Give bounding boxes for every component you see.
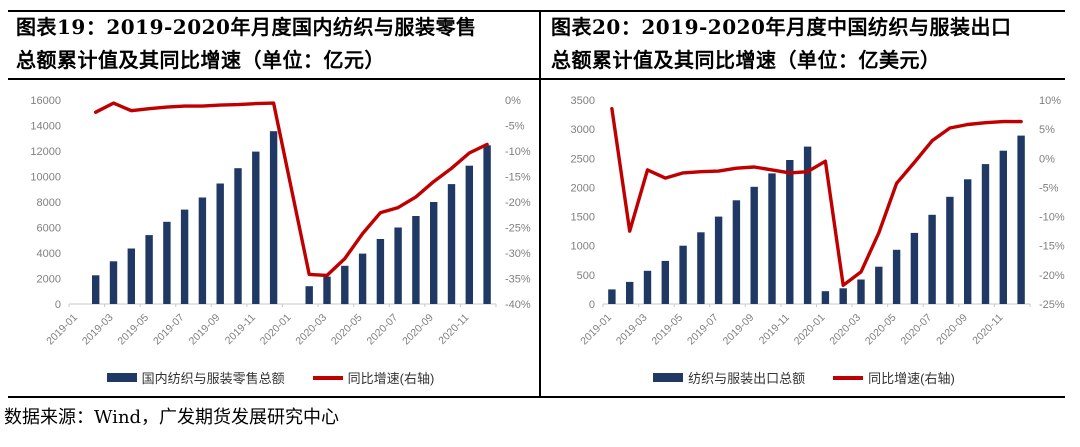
- svg-text:4000: 4000: [37, 248, 61, 260]
- svg-text:10000: 10000: [30, 172, 61, 184]
- svg-text:2019-03: 2019-03: [614, 312, 650, 348]
- svg-text:1500: 1500: [571, 212, 595, 224]
- svg-text:2019-09: 2019-09: [187, 312, 223, 348]
- legend-label: 国内纺织与服装零售总额: [141, 371, 285, 386]
- svg-text:-20%: -20%: [505, 197, 531, 209]
- svg-text:0%: 0%: [1039, 153, 1055, 165]
- svg-text:10%: 10%: [1039, 95, 1061, 107]
- svg-text:2020-07: 2020-07: [899, 312, 935, 348]
- data-source-note: 数据来源：Wind，广发期货发展研究中心: [4, 407, 340, 428]
- svg-text:-20%: -20%: [1039, 270, 1065, 282]
- svg-text:2020-05: 2020-05: [863, 312, 899, 348]
- svg-text:2020-03: 2020-03: [827, 312, 863, 348]
- bottom-rule: [8, 396, 1065, 398]
- svg-text:-15%: -15%: [1039, 241, 1065, 253]
- chart19-legend: 国内纺织与服装零售总额 同比增速(右轴): [9, 368, 532, 387]
- legend-item-bar: 国内纺织与服装零售总额: [106, 368, 285, 387]
- svg-text:-10%: -10%: [505, 146, 531, 158]
- svg-text:-35%: -35%: [505, 274, 531, 286]
- svg-text:500: 500: [577, 270, 595, 282]
- top-rule: [8, 10, 1065, 12]
- svg-text:2000: 2000: [37, 274, 61, 286]
- chart20-plot: 0 500 1000 1500 2000 2500 3000 3500 10% 5% 0% -5% -1…: [571, 95, 1065, 348]
- svg-text:0%: 0%: [505, 95, 521, 107]
- chart19-canvas: 0 2000 4000 6000 8000 10000 12000 14000 16000 0% -…: [9, 80, 532, 397]
- svg-text:-25%: -25%: [505, 223, 531, 235]
- svg-text:2020-11: 2020-11: [436, 312, 471, 347]
- legend-item-line: 同比增速(右轴): [312, 368, 435, 387]
- legend-item-bar: 纺织与服装出口总额: [653, 368, 805, 387]
- svg-text:2020-05: 2020-05: [329, 312, 365, 348]
- svg-text:0: 0: [55, 299, 61, 311]
- svg-text:-5%: -5%: [1039, 182, 1059, 194]
- svg-text:0: 0: [589, 299, 595, 311]
- svg-text:2020-03: 2020-03: [293, 312, 329, 348]
- legend-label: 同比增速(右轴): [347, 371, 435, 386]
- svg-text:2019-01: 2019-01: [578, 312, 614, 348]
- bar-series-swatch: [653, 373, 684, 382]
- svg-text:3500: 3500: [571, 95, 595, 107]
- svg-text:1000: 1000: [571, 241, 595, 253]
- bar-series-swatch: [106, 373, 137, 382]
- svg-text:2500: 2500: [571, 153, 595, 165]
- title-bottom-rule: [8, 78, 1065, 80]
- svg-text:2020-09: 2020-09: [934, 312, 970, 348]
- svg-text:2019-11: 2019-11: [223, 312, 258, 347]
- svg-text:2019-11: 2019-11: [757, 312, 792, 347]
- svg-text:-5%: -5%: [505, 121, 525, 133]
- svg-text:8000: 8000: [37, 197, 61, 209]
- chart20-legend: 纺织与服装出口总额 同比增速(右轴): [543, 368, 1065, 387]
- svg-text:2019-03: 2019-03: [80, 312, 116, 348]
- legend-label: 纺织与服装出口总额: [688, 371, 806, 386]
- chart19-title: 图表19：2019-2020年月度国内纺织与服装零售总额累计值及其同比增速（单位…: [16, 15, 477, 72]
- svg-text:2019-05: 2019-05: [649, 312, 685, 348]
- svg-text:2019-05: 2019-05: [115, 312, 151, 348]
- svg-text:6000: 6000: [37, 223, 61, 235]
- svg-text:-25%: -25%: [1039, 299, 1065, 311]
- svg-text:3000: 3000: [571, 124, 595, 136]
- svg-text:12000: 12000: [30, 146, 61, 158]
- svg-text:14000: 14000: [30, 121, 61, 133]
- chart20-canvas: 0 500 1000 1500 2000 2500 3000 3500 10% 5% 0% -5% -1…: [543, 80, 1065, 397]
- line-series-swatch: [312, 375, 343, 380]
- svg-text:2019-09: 2019-09: [721, 312, 757, 348]
- svg-text:2020-09: 2020-09: [400, 312, 436, 348]
- svg-text:2019-01: 2019-01: [44, 312, 80, 348]
- svg-text:16000: 16000: [30, 95, 61, 107]
- chart20-title: 图表20：2019-2020年月度中国纺织与服装出口总额累计值及其同比增速（单位…: [551, 15, 1012, 72]
- legend-label: 同比增速(右轴): [868, 371, 955, 386]
- svg-text:2020-01: 2020-01: [258, 312, 294, 348]
- svg-text:2020-11: 2020-11: [970, 312, 1005, 347]
- svg-text:-10%: -10%: [1039, 212, 1065, 224]
- svg-text:2020-01: 2020-01: [792, 312, 828, 348]
- chart19-plot: 0 2000 4000 6000 8000 10000 12000 14000 16000 0% -…: [30, 95, 531, 348]
- svg-text:2019-07: 2019-07: [685, 312, 721, 348]
- panel-divider: [539, 10, 541, 398]
- svg-text:2020-07: 2020-07: [365, 312, 401, 348]
- svg-text:-15%: -15%: [505, 172, 531, 184]
- line-series-swatch: [833, 375, 864, 380]
- svg-text:-30%: -30%: [505, 248, 531, 260]
- svg-text:2019-07: 2019-07: [151, 312, 187, 348]
- svg-text:5%: 5%: [1039, 124, 1055, 136]
- legend-item-line: 同比增速(右轴): [833, 368, 955, 387]
- svg-text:2000: 2000: [571, 182, 595, 194]
- svg-text:-40%: -40%: [505, 299, 531, 311]
